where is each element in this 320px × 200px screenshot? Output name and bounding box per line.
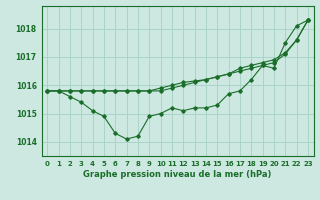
X-axis label: Graphe pression niveau de la mer (hPa): Graphe pression niveau de la mer (hPa) <box>84 170 272 179</box>
